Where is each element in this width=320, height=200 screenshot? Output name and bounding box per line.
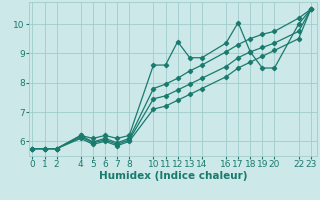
X-axis label: Humidex (Indice chaleur): Humidex (Indice chaleur) — [99, 171, 247, 181]
